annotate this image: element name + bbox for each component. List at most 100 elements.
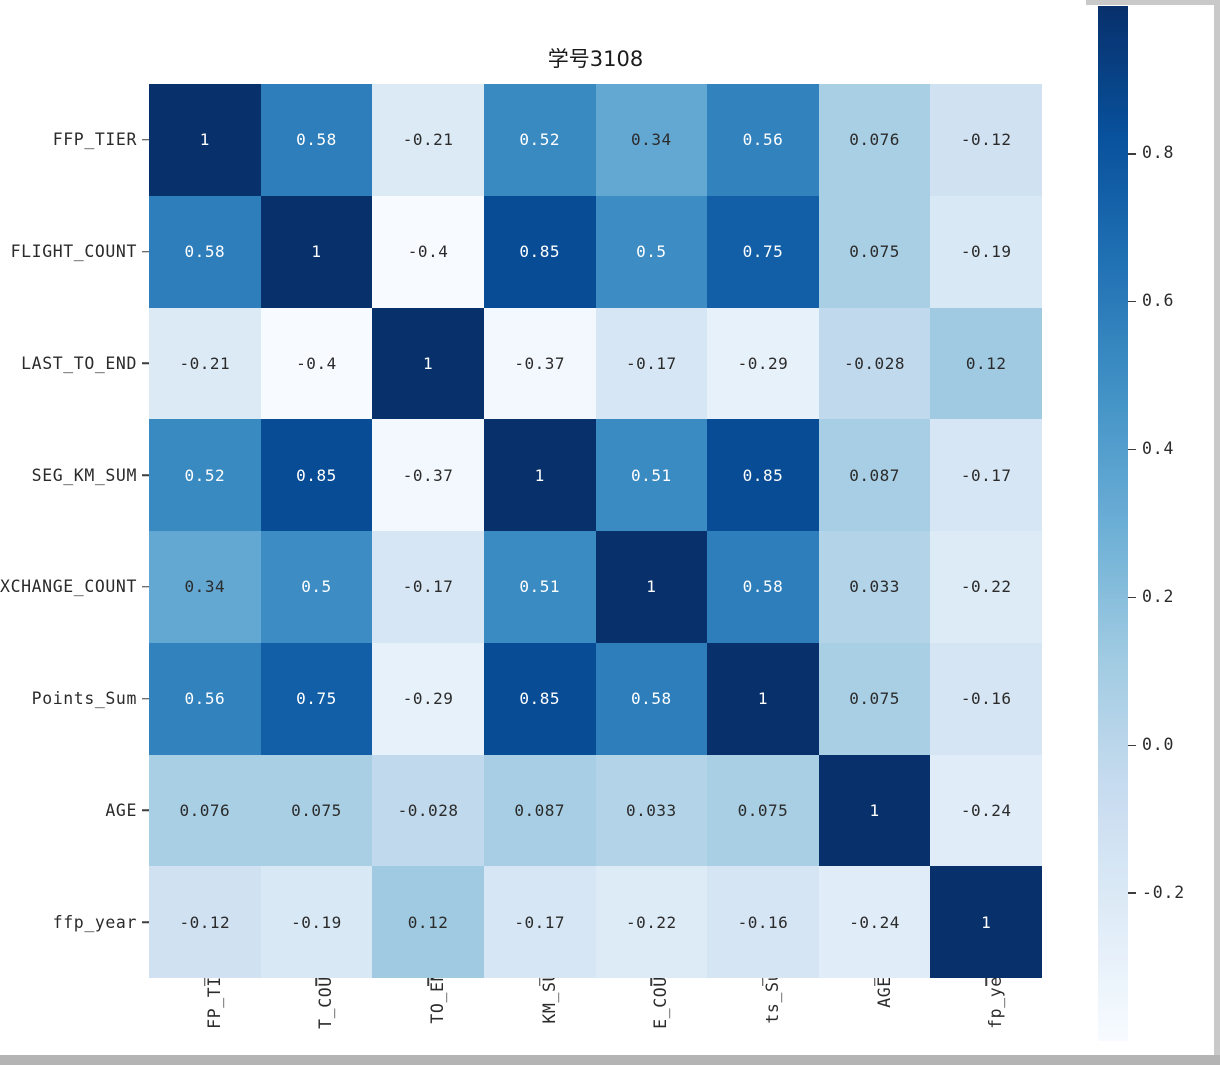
colorbar: 0.8 0.6 0.4 0.2 0.0 -0.2 [1098,6,1184,1041]
heatmap-cell: -0.19 [260,866,373,978]
heatmap-cell: -0.24 [818,866,931,978]
tick-mark-icon [142,697,149,700]
heatmap-cell: 0.51 [483,531,596,643]
tick-mark-icon [1128,596,1136,599]
x-axis-tick-label: T_COUNT [316,978,336,1029]
y-axis-tick-2: LAST_TO_END [0,308,149,420]
heatmap-cell: 0.12 [372,866,484,978]
heatmap-cell: 0.75 [707,195,819,308]
heatmap-cell: -0.4 [372,195,484,308]
heatmap-cell: -0.028 [372,754,484,867]
heatmap-cell: 0.075 [818,642,931,755]
heatmap-cell: 1 [818,754,931,867]
y-axis-tick-3: SEG_KM_SUM [0,419,149,531]
y-axis-labels: FFP_TIER FLIGHT_COUNT LAST_TO_END SEG_KM… [0,84,149,978]
heatmap-cell: -0.21 [372,84,484,196]
tick-mark-icon [538,978,541,986]
tick-mark-icon [985,978,987,986]
heatmap-cell: 0.85 [483,195,596,308]
heatmap-cell: 0.075 [818,195,931,308]
x-axis-tick-1: T_COUNT [261,978,373,1065]
heatmap-cell: 0.58 [260,84,373,196]
y-axis-tick-label: SEG_KM_SUM [31,465,137,485]
colorbar-tick-label: 0.4 [1142,439,1175,459]
y-axis-tick-0: FFP_TIER [0,84,149,196]
heatmap-cell: 0.087 [818,419,931,531]
x-axis-tick-label: KM_SUM [539,978,559,1024]
y-axis-tick-7: ffp_year [0,866,149,978]
x-axis-tick-label: FP_TIER [204,978,224,1029]
heatmap-cell: -0.37 [483,307,596,420]
x-axis-tick-label: E_COUNT [651,978,671,1029]
y-axis-tick-label: EXCHANGE_COUNT [0,577,137,597]
tick-mark-icon [650,978,653,986]
heatmap-cell: -0.29 [707,307,819,420]
horizontal-scrollbar[interactable] [0,1055,1220,1065]
y-axis-tick-label: FLIGHT_COUNT [10,242,137,262]
colorbar-tick-label: 0.0 [1142,734,1175,754]
tick-mark-icon [204,978,206,986]
x-axis-tick-7: fp_year [930,978,1042,1065]
heatmap-cell: 0.58 [707,531,819,643]
tick-mark-icon [315,978,318,986]
x-axis-tick-label: ts_Sum [762,978,782,1024]
heatmap-cell: -0.22 [595,866,708,978]
colorbar-tick-label: 0.8 [1142,143,1175,163]
tick-mark-icon [1128,744,1136,747]
heatmap-cell: 0.52 [483,84,596,196]
heatmap-cell: -0.16 [930,642,1042,755]
colorbar-tick-label: 0.2 [1142,586,1175,606]
x-axis-tick-2: TO_END [372,978,484,1065]
heatmap-cell: -0.4 [260,307,373,420]
y-axis-tick-6: AGE [0,755,149,867]
heatmap-cell: 0.12 [930,307,1042,420]
heatmap-cell: -0.21 [149,307,261,420]
heatmap-cell: -0.17 [372,531,484,643]
heatmap-cell: 0.076 [818,84,931,196]
heatmap-cell: -0.22 [930,531,1042,643]
tick-mark-icon [142,250,149,253]
heatmap-cell: 0.076 [149,754,261,867]
x-axis-tick-0: FP_TIER [149,978,261,1065]
y-axis-tick-4: EXCHANGE_COUNT [0,531,149,643]
y-axis-tick-label: FFP_TIER [52,130,137,150]
heatmap-cell: 0.087 [483,754,596,867]
colorbar-tick-label: 0.6 [1142,291,1175,311]
heatmap-cell: 1 [707,642,819,755]
heatmap-grid: 1 0.58 -0.21 0.52 0.34 0.56 0.076 -0.12 0.58 1 -0.… [149,84,1042,978]
x-axis-tick-label: fp_year [986,978,1006,1029]
x-axis-tick-6: AGE [819,978,931,1065]
heatmap-cell: 0.34 [149,531,261,643]
x-axis-tick-3: KM_SUM [484,978,596,1065]
heatmap-cell: 1 [930,866,1042,978]
window-top-edge [1086,0,1220,5]
heatmap-cell: 0.56 [149,642,261,755]
heatmap-cell: 0.85 [260,419,373,531]
heatmap-cell: 0.75 [260,642,373,755]
tick-mark-icon [142,474,149,476]
heatmap-cell: 0.52 [149,419,261,531]
tick-mark-icon [873,978,876,986]
tick-mark-icon [142,139,149,141]
heatmap-cell: -0.16 [707,866,819,978]
heatmap-cell: 0.075 [707,754,819,867]
heatmap-cell: 0.033 [595,754,708,867]
heatmap-cell: 0.56 [707,84,819,196]
y-axis-tick-label: LAST_TO_END [21,353,137,373]
heatmap-cell: 0.075 [260,754,373,867]
heatmap-cell: 0.5 [595,195,708,308]
heatmap-cell: -0.19 [930,195,1042,308]
tick-mark-icon [1128,153,1136,155]
x-axis-tick-4: E_COUNT [596,978,708,1065]
y-axis-tick-label: ffp_year [52,912,137,932]
heatmap-cell: -0.12 [930,84,1042,196]
heatmap-cell: 0.85 [483,642,596,755]
heatmap-cell: 1 [149,84,261,196]
x-axis-labels: FP_TIER T_COUNT TO_END KM_SUM E_COUNT ts… [149,978,1042,1065]
heatmap-cell: 1 [483,419,596,531]
tick-mark-icon [142,362,149,365]
tick-mark-icon [142,809,149,812]
vertical-scrollbar[interactable] [1214,0,1220,1065]
heatmap-cell: -0.17 [483,866,596,978]
heatmap-cell: 0.85 [707,419,819,531]
